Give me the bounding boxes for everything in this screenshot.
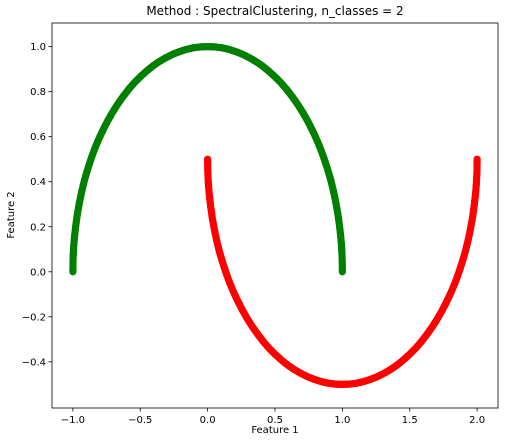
y-tick-label: 0.0 — [30, 267, 46, 278]
chart-title: Method : SpectralClustering, n_classes =… — [146, 4, 403, 18]
y-tick-label: −0.2 — [22, 312, 46, 323]
series-1-point — [69, 268, 77, 276]
x-tick-label: 1.0 — [334, 415, 350, 426]
x-tick-label: −0.5 — [128, 415, 152, 426]
plot-points — [69, 43, 481, 388]
y-tick-label: 0.6 — [30, 132, 46, 143]
y-axis-label: Feature 2 — [6, 191, 17, 238]
x-tick-label: −1.0 — [61, 415, 85, 426]
y-tick-label: −0.4 — [22, 357, 46, 368]
x-tick-label: 2.0 — [469, 415, 485, 426]
series-2-point — [473, 155, 481, 163]
x-tick-label: 1.5 — [402, 415, 418, 426]
y-tick-label: 1.0 — [30, 42, 46, 53]
y-tick-label: 0.4 — [30, 177, 46, 188]
x-axis-label: Feature 1 — [251, 425, 298, 436]
x-tick-label: 0.5 — [267, 415, 283, 426]
x-tick-label: 0.0 — [200, 415, 216, 426]
y-tick-label: 0.8 — [30, 87, 46, 98]
y-tick-label: 0.2 — [30, 222, 46, 233]
x-axis-ticks: −1.0 −0.5 0.0 0.5 1.0 1.5 2.0 — [61, 408, 485, 426]
y-axis-ticks: −0.4 −0.2 0.0 0.2 0.4 0.6 0.8 1.0 — [22, 42, 52, 368]
